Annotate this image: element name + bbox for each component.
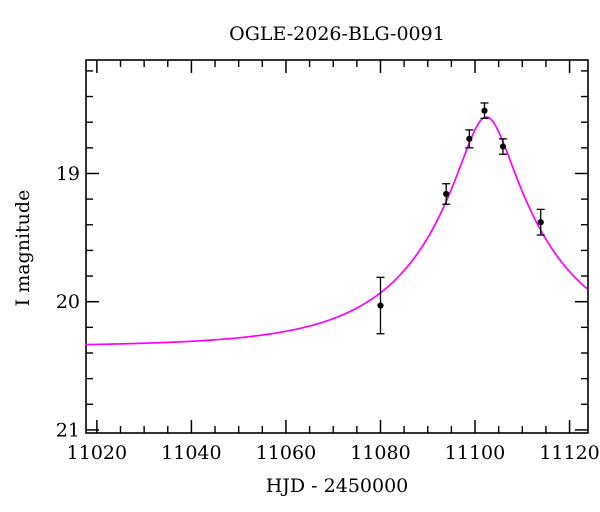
model-curve	[85, 116, 588, 346]
data-point	[499, 143, 507, 150]
data-point	[466, 135, 473, 142]
data-point	[537, 219, 544, 226]
data-point	[377, 302, 384, 309]
x-tick-label: 11100	[445, 442, 505, 464]
x-axis-label: HJD - 2450000	[265, 475, 409, 497]
x-tick-label: 11120	[539, 442, 599, 464]
y-tick-label: 20	[56, 291, 80, 313]
x-tick-label: 11060	[256, 442, 316, 464]
data-point	[481, 107, 488, 114]
data-point	[443, 190, 450, 198]
x-tick-label: 11080	[350, 442, 410, 464]
x-tick-label: 11020	[67, 442, 127, 464]
axis-box	[85, 59, 589, 434]
figure-title: OGLE-2026-BLG-0091	[229, 23, 445, 45]
x-tick-label: 11040	[161, 442, 221, 464]
y-tick-label: 19	[56, 163, 80, 185]
y-axis-label: I magnitude	[12, 189, 34, 307]
y-tick-label: 21	[56, 419, 80, 441]
